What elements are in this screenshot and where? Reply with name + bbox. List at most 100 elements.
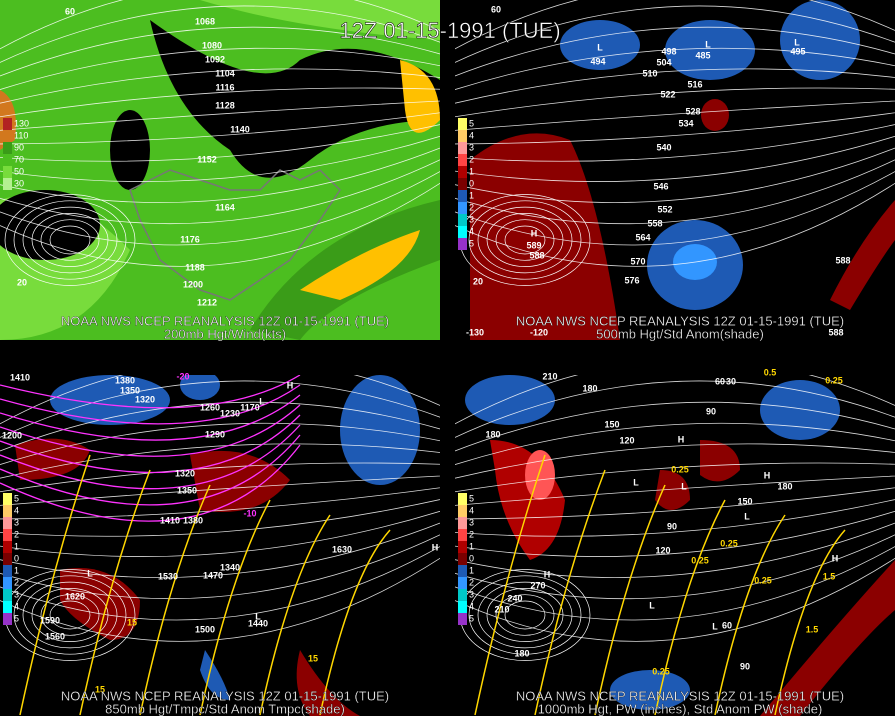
contour-label: 494 [590, 56, 605, 66]
contour-label: 90 [706, 406, 716, 416]
height-contour [0, 147, 440, 203]
caption-field: 200mb Hgt/Wind(kts) [164, 326, 286, 341]
yellow-contour [19, 454, 91, 716]
panel-1000mb [465, 375, 895, 716]
colorbar-cell [458, 214, 467, 226]
contour-label: 1470 [203, 570, 223, 580]
contour-label: 0.25 [754, 575, 772, 585]
colorbar-cell [3, 517, 12, 529]
height-contour [455, 135, 895, 182]
colorbar-label: 2 [14, 577, 19, 587]
contour-label: 0.25 [652, 666, 670, 676]
contour-label: 0.25 [671, 464, 689, 474]
height-contour [0, 100, 440, 131]
contour-label: 1152 [197, 154, 217, 164]
contour-label: 1620 [65, 591, 85, 601]
colorbar-label: 5 [469, 613, 474, 623]
contour-label: 1212 [197, 297, 217, 307]
contour-label: L [649, 600, 655, 610]
closed-contour [477, 581, 573, 649]
contour-label: 60 [65, 6, 75, 16]
contour-label: 1200 [2, 430, 22, 440]
closed-contour [468, 200, 582, 280]
height-contour [455, 100, 895, 131]
contour-label: 15 [127, 617, 137, 627]
contour-label: 1092 [205, 54, 225, 64]
isotherm [0, 384, 301, 425]
yellow-contour [79, 469, 151, 716]
height-contour [455, 68, 895, 104]
height-contour [455, 475, 895, 506]
height-contour [455, 47, 895, 90]
height-contour [0, 557, 440, 642]
contour-label: H [764, 470, 771, 480]
height-contour [0, 443, 440, 479]
contour-label: 20 [17, 277, 27, 287]
colorbar-label: 5 [14, 493, 19, 503]
contour-label: 576 [624, 275, 639, 285]
height-contour [0, 499, 440, 537]
closed-contour [504, 225, 546, 255]
contour-label: L [255, 611, 261, 621]
yellow-contour [774, 529, 846, 716]
contour-label: 1320 [175, 468, 195, 478]
colorbar-label: 3 [469, 517, 474, 527]
contour-label: 546 [653, 181, 668, 191]
contour-label: 210 [542, 371, 557, 381]
colorbar-label: 90 [14, 142, 24, 152]
panel-500mb [470, 0, 895, 340]
colorbar-label: 4 [14, 505, 19, 515]
colorbar-cell [458, 541, 467, 553]
contour-label: -20 [176, 371, 189, 381]
contour-label: 540 [656, 142, 671, 152]
height-contour [0, 534, 440, 600]
height-contour [455, 147, 895, 203]
colorbar-label: 4 [469, 130, 474, 140]
colorbar-label: 30 [14, 178, 24, 188]
contour-label: H [832, 553, 839, 563]
colorbar-cell [458, 142, 467, 154]
contour-label: H [544, 569, 551, 579]
contour-label: 60 [715, 376, 725, 386]
closed-contour [22, 206, 118, 274]
colorbar-cell [458, 130, 467, 142]
panel-contours [0, 375, 440, 716]
height-contour [0, 135, 440, 182]
height-contour [455, 87, 895, 118]
contour-label: 1176 [180, 234, 200, 244]
height-contour [455, 375, 895, 425]
height-contour [455, 182, 895, 267]
contour-label: 510 [642, 68, 657, 78]
contour-label: 1188 [185, 262, 205, 272]
contour-label: 1410 [10, 372, 30, 382]
height-contour [455, 443, 895, 479]
contour-label: 528 [685, 106, 700, 116]
colorbar-cell [3, 142, 12, 154]
contour-label: 1350 [177, 485, 197, 495]
contour-label: 1380 [183, 515, 203, 525]
colorbar-label: 2 [469, 202, 474, 212]
colorbar-cell [458, 178, 467, 190]
colorbar-label: 4 [14, 601, 19, 611]
colorbar-cell [458, 190, 467, 202]
contour-label: 1630 [332, 544, 352, 554]
contour-label: 1170 [240, 402, 260, 412]
height-contour [455, 487, 895, 520]
colorbar-label: 5 [469, 118, 474, 128]
height-contour [0, 0, 440, 50]
contour-label: 270 [530, 580, 545, 590]
height-contour [455, 5, 895, 63]
contour-label: 1350 [120, 385, 140, 395]
contour-label: 534 [678, 118, 693, 128]
contour-label: 15 [95, 684, 105, 694]
height-contour [455, 380, 895, 438]
contour-label: 1128 [215, 100, 235, 110]
map-title: 12Z 01-15-1991 (TUE) [339, 18, 560, 43]
height-contour [0, 87, 440, 118]
contour-label: 1068 [195, 16, 215, 26]
yellow-contour [139, 484, 211, 716]
contour-label: 1104 [215, 68, 235, 78]
caption-field: 850mb Hgt/Tmpc/Std Anom Tmpc(shade) [105, 701, 345, 716]
contour-label: 0.25 [691, 555, 709, 565]
yellow-contour [534, 469, 606, 716]
